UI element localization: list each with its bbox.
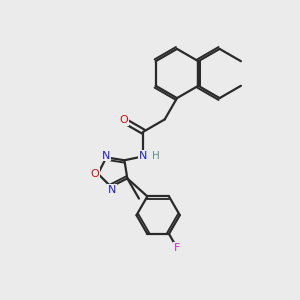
Text: F: F bbox=[174, 243, 180, 253]
Text: N: N bbox=[102, 151, 110, 160]
Text: O: O bbox=[91, 169, 99, 179]
Text: O: O bbox=[119, 115, 128, 125]
Text: N: N bbox=[108, 185, 116, 195]
Text: N: N bbox=[139, 151, 148, 161]
Text: H: H bbox=[152, 151, 160, 161]
